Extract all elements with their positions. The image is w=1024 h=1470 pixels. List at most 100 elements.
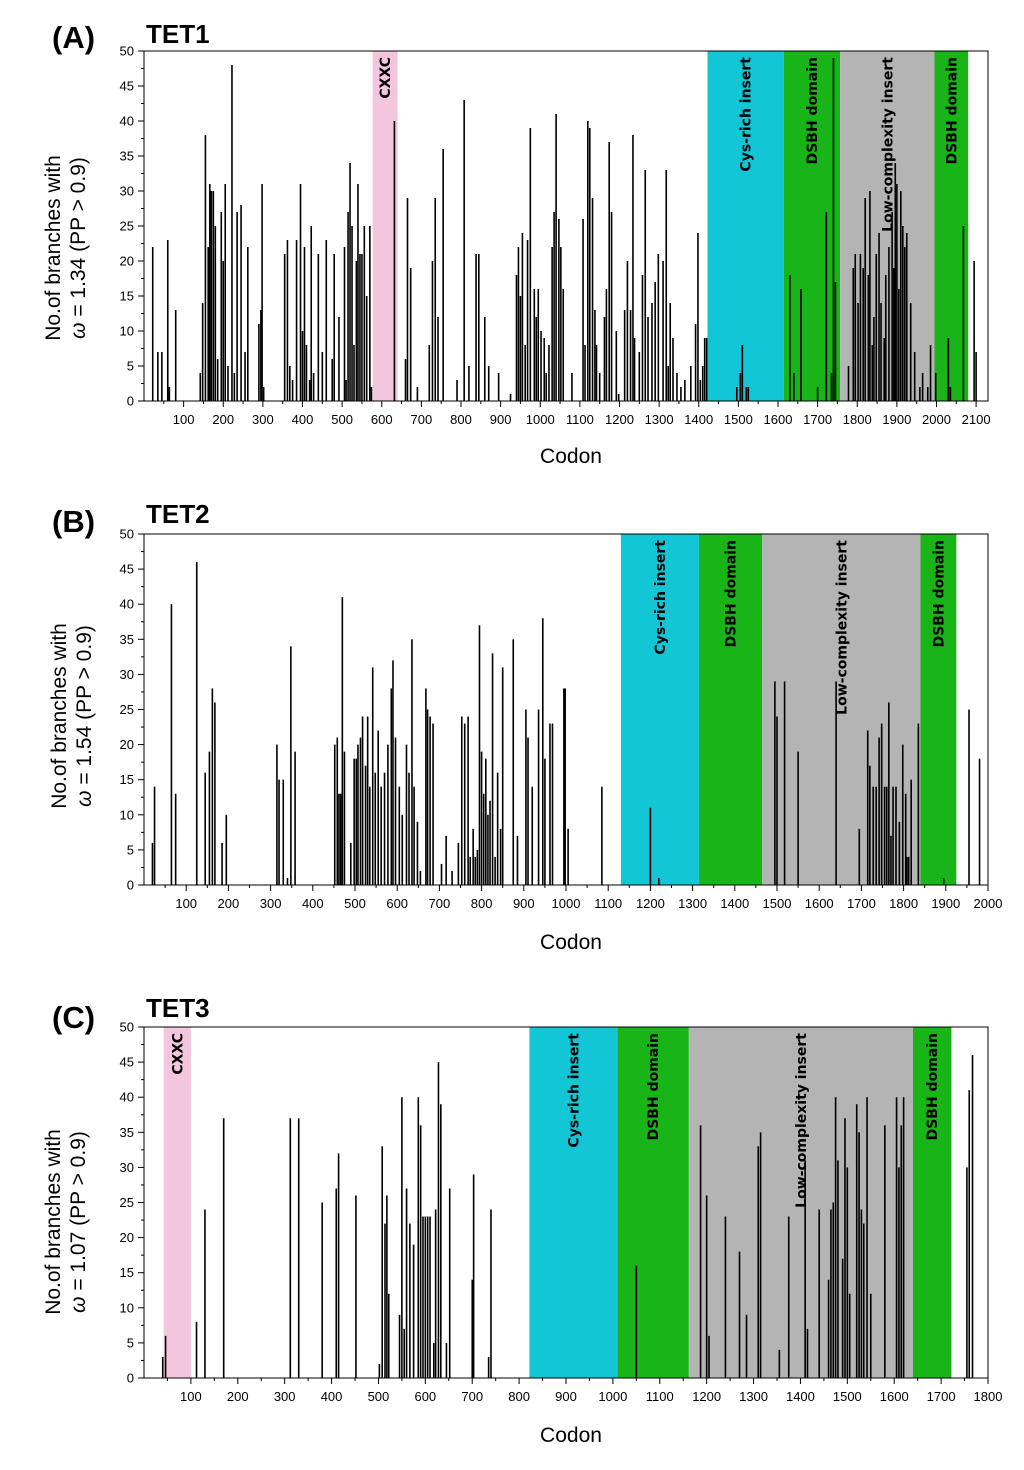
data-bar xyxy=(531,786,534,885)
data-bar xyxy=(416,821,419,885)
domain-region xyxy=(934,51,969,401)
data-bar xyxy=(361,716,364,885)
data-bar xyxy=(873,317,875,401)
y-tick-label: 40 xyxy=(120,114,134,129)
data-bar xyxy=(370,387,373,401)
x-tick-label: 500 xyxy=(331,412,353,427)
y-axis-omega: ω xyxy=(67,1297,90,1313)
data-bar xyxy=(487,1356,490,1378)
data-bar xyxy=(244,352,246,401)
x-tick-label: 1700 xyxy=(927,1389,956,1404)
x-tick-label: 300 xyxy=(274,1389,296,1404)
data-bar xyxy=(425,688,427,885)
domain-region xyxy=(620,534,699,885)
region-label: DSBH domain xyxy=(925,1033,941,1140)
data-bar xyxy=(872,786,875,885)
data-bar xyxy=(460,716,463,885)
data-bar xyxy=(594,310,596,401)
x-tick-label: 1600 xyxy=(805,896,834,911)
data-bar xyxy=(419,870,422,885)
x-tick-label: 900 xyxy=(513,896,535,911)
data-bar xyxy=(962,226,965,401)
data-bar xyxy=(816,387,819,401)
data-bar xyxy=(830,1209,832,1378)
data-bar xyxy=(649,807,652,885)
data-bar xyxy=(366,716,369,885)
y-tick-label: 45 xyxy=(120,562,134,577)
data-bar xyxy=(331,359,334,401)
data-bar xyxy=(598,373,601,401)
data-bar xyxy=(401,1097,403,1378)
data-bar xyxy=(261,184,263,401)
data-bar xyxy=(862,1223,865,1378)
region-label: DSBH domain xyxy=(944,57,960,164)
data-bar xyxy=(286,240,289,401)
data-bar xyxy=(586,121,589,401)
chart-panel-3: CXXC Cys-rich insert DSBH domain Low-comple… xyxy=(42,993,1002,1447)
domain-region xyxy=(762,534,921,885)
data-bar xyxy=(708,1335,710,1378)
data-bar xyxy=(885,786,888,885)
data-bar xyxy=(359,254,361,401)
data-bar xyxy=(866,730,869,885)
data-bar xyxy=(201,303,204,401)
data-bar xyxy=(416,387,419,401)
data-bar xyxy=(317,254,320,401)
data-bar xyxy=(900,191,902,401)
data-bar xyxy=(432,723,434,885)
data-bar xyxy=(562,289,565,401)
data-bar xyxy=(515,275,518,401)
region-label: Cys-rich insert xyxy=(739,57,755,172)
data-bar xyxy=(258,324,260,401)
y-axis-title-line2: = 1.54 (PP > 0.9) xyxy=(73,625,96,790)
data-bar xyxy=(426,1216,429,1378)
data-bar xyxy=(858,828,861,885)
x-tick-label: 2000 xyxy=(922,412,951,427)
data-bar xyxy=(818,1209,820,1378)
data-bar xyxy=(724,1216,727,1378)
data-bar xyxy=(419,1125,422,1378)
y-axis-title-line2: = 1.07 (PP > 0.9) xyxy=(67,1131,90,1296)
data-bar xyxy=(584,345,586,401)
region-label: Low-complexity insert xyxy=(880,57,896,232)
data-bar xyxy=(282,779,285,885)
y-tick-label: 40 xyxy=(120,597,134,612)
data-bar xyxy=(605,289,608,401)
x-tick-label: 700 xyxy=(429,896,451,911)
data-bar xyxy=(651,303,653,401)
data-bar xyxy=(440,863,443,885)
data-bar xyxy=(759,1132,762,1378)
data-bar xyxy=(533,289,536,401)
data-bar xyxy=(526,240,529,401)
data-bar xyxy=(697,233,699,401)
data-bar xyxy=(371,667,374,885)
data-bar xyxy=(476,849,479,885)
data-bar xyxy=(834,1097,837,1378)
x-tick-label: 200 xyxy=(218,896,240,911)
data-bar xyxy=(966,1167,968,1378)
data-bar xyxy=(880,723,883,885)
x-tick-label: 800 xyxy=(471,896,493,911)
y-tick-label: 35 xyxy=(120,632,134,647)
x-tick-label: 1000 xyxy=(552,896,581,911)
data-bar xyxy=(174,310,177,401)
data-bar xyxy=(921,373,924,401)
x-tick-label: 900 xyxy=(555,1389,577,1404)
data-bar xyxy=(472,828,474,885)
data-bar xyxy=(471,1279,474,1378)
chart-panel-1: CXXC Cys-rich insert DSBH domain Low-comple… xyxy=(42,19,991,468)
data-bar xyxy=(947,338,950,401)
data-bar xyxy=(694,324,697,401)
x-tick-label: 1400 xyxy=(786,1389,815,1404)
x-tick-label: 500 xyxy=(368,1389,390,1404)
x-tick-label: 200 xyxy=(227,1389,249,1404)
data-bar xyxy=(875,254,878,401)
data-bar xyxy=(517,247,520,401)
region-label: Low-complexity insert xyxy=(834,540,850,715)
data-bar xyxy=(906,856,908,885)
data-bar xyxy=(869,1293,872,1378)
y-tick-label: 15 xyxy=(120,1265,134,1280)
region-label: DSBH domain xyxy=(646,1033,662,1140)
y-axis-title: No.of branches withω = 1.07 (PP > 0.9) xyxy=(42,1129,90,1315)
data-bar xyxy=(214,702,216,885)
